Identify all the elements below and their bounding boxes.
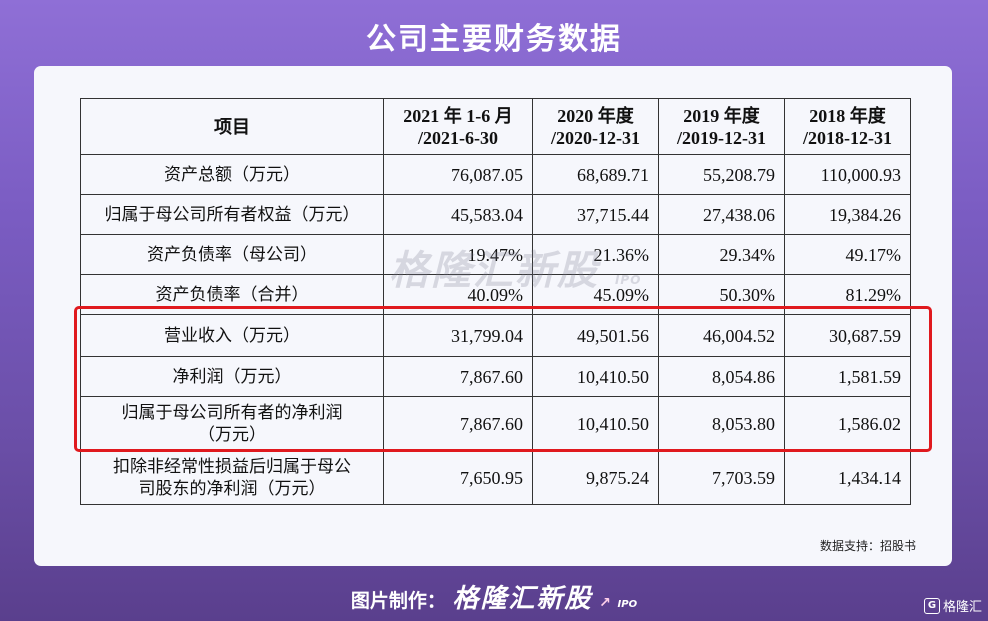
footer-credit: 图片制作： 格隆汇新股 ↗ IPO — [0, 578, 988, 615]
cell-value: 7,650.95 — [383, 450, 533, 505]
watermark-brand: 格隆汇新股 — [389, 248, 599, 294]
row-label: 资产总额（万元） — [80, 154, 384, 195]
cell-value: 55,208.79 — [658, 154, 785, 195]
cell-value: 30,687.59 — [784, 314, 911, 357]
watermark: 格隆汇新股 IPO — [389, 238, 641, 296]
logo-icon: G — [923, 597, 940, 614]
row-label: 扣除非经常性损益后归属于母公 司股东的净利润（万元） — [80, 450, 384, 505]
watermark-suffix: IPO — [614, 273, 642, 287]
cell-value: 9,875.24 — [532, 450, 659, 505]
highlight-box — [74, 306, 932, 452]
cell-value: 29.34% — [658, 234, 785, 275]
table-row: 资产总额（万元） 76,087.05 68,689.71 55,208.79 1… — [80, 154, 911, 195]
corner-logo: G 格隆汇 — [923, 596, 982, 615]
table-header-row: 项目 2021 年 1-6 月 /2021-6-30 2020 年度 /2020… — [80, 98, 911, 155]
cell-value: 76,087.05 — [383, 154, 533, 195]
cell-value: 31,799.04 — [383, 314, 533, 357]
row-label: 营业收入（万元） — [80, 314, 384, 357]
cell-value: 7,867.60 — [383, 356, 533, 397]
corner-logo-text: 格隆汇 — [942, 600, 982, 615]
cell-value: 7,703.59 — [658, 450, 785, 505]
cell-value: 45,583.04 — [383, 194, 533, 235]
page-title: 公司主要财务数据 — [366, 22, 622, 57]
cell-value: 49.17% — [784, 234, 911, 275]
cell-value: 1,434.14 — [784, 450, 911, 505]
row-label: 归属于母公司所有者权益（万元） — [80, 194, 384, 235]
header-2020: 2020 年度 /2020-12-31 — [532, 98, 659, 155]
cell-value: 49,501.56 — [532, 314, 659, 357]
footer-prefix: 图片制作： — [350, 590, 446, 612]
cell-value: 27,438.06 — [658, 194, 785, 235]
row-label: 归属于母公司所有者的净利润 （万元） — [80, 396, 384, 451]
header-item: 项目 — [80, 98, 384, 155]
row-label: 资产负债率（母公司） — [80, 234, 384, 275]
footer-suffix: IPO — [617, 599, 638, 610]
header-2018: 2018 年度 /2018-12-31 — [784, 98, 911, 155]
footer-brand: 格隆汇新股 — [452, 584, 593, 614]
table-row: 扣除非经常性损益后归属于母公 司股东的净利润（万元） 7,650.95 9,87… — [80, 450, 911, 505]
cell-value: 10,410.50 — [532, 356, 659, 397]
table-row: 营业收入（万元） 31,799.04 49,501.56 46,004.52 3… — [80, 314, 911, 357]
arrow-icon: ↗ — [599, 595, 611, 611]
cell-value: 110,000.93 — [784, 154, 911, 195]
header-2021h1: 2021 年 1-6 月 /2021-6-30 — [383, 98, 533, 155]
cell-value: 68,689.71 — [532, 154, 659, 195]
table-row: 归属于母公司所有者权益（万元） 45,583.04 37,715.44 27,4… — [80, 194, 911, 235]
source-note: 数据支持：招股书 — [819, 539, 916, 553]
cell-value: 10,410.50 — [532, 396, 659, 451]
cell-value: 37,715.44 — [532, 194, 659, 235]
cell-value: 19,384.26 — [784, 194, 911, 235]
data-card: 项目 2021 年 1-6 月 /2021-6-30 2020 年度 /2020… — [34, 66, 952, 566]
cell-value: 7,867.60 — [383, 396, 533, 451]
header-2019: 2019 年度 /2019-12-31 — [658, 98, 785, 155]
cell-value: 1,581.59 — [784, 356, 911, 397]
